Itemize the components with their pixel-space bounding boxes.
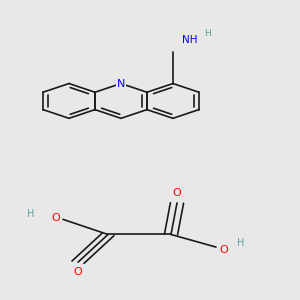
Text: O: O — [219, 244, 228, 255]
Text: H: H — [237, 238, 244, 248]
Text: N: N — [117, 79, 125, 88]
Text: O: O — [51, 213, 60, 223]
Text: O: O — [74, 267, 82, 277]
Text: H: H — [27, 209, 34, 219]
Text: NH: NH — [182, 35, 197, 45]
Text: H: H — [204, 29, 211, 38]
Text: O: O — [172, 188, 182, 198]
